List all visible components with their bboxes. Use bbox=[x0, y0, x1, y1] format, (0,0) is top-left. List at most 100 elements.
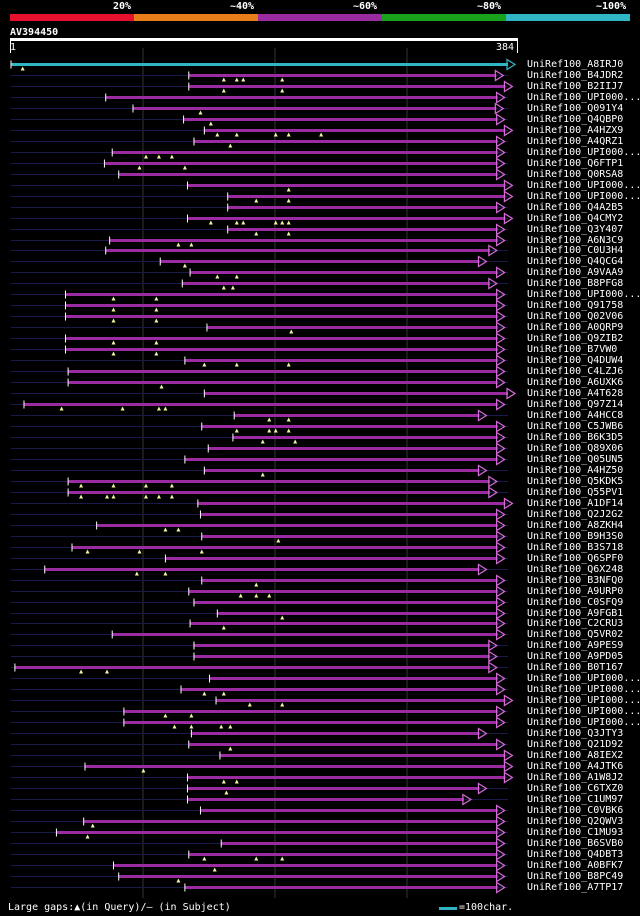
hit-link[interactable]: UniRef100_Q02V06 bbox=[527, 310, 624, 322]
hit-link[interactable]: UniRef100_Q6SPF0 bbox=[527, 552, 624, 564]
hit-link[interactable]: UniRef100_B3S718 bbox=[527, 541, 624, 553]
hit-link[interactable]: UniRef100_B7VW0 bbox=[527, 343, 618, 355]
hit-link[interactable]: UniRef100_A4QRZ1 bbox=[527, 135, 624, 147]
hit-link[interactable]: UniRef100_A4JTK6 bbox=[527, 760, 624, 772]
hit-link[interactable]: UniRef100_B8PC49 bbox=[527, 870, 624, 882]
hit-link[interactable]: UniRef100_UPI000... bbox=[527, 705, 640, 717]
hit-link[interactable]: UniRef100_UPI000... bbox=[527, 190, 640, 202]
hit-link[interactable]: UniRef100_A8ZKH4 bbox=[527, 519, 624, 531]
hit-link[interactable]: UniRef100_UPI000... bbox=[527, 716, 640, 728]
hit-link[interactable]: UniRef100_Q3JTY3 bbox=[527, 727, 624, 739]
query-gap-triangle bbox=[141, 768, 146, 773]
hit-link[interactable]: UniRef100_A4HCC8 bbox=[527, 409, 624, 421]
hit-link[interactable]: UniRef100_C1UM97 bbox=[527, 793, 624, 805]
hit-link[interactable]: UniRef100_A4HZ50 bbox=[527, 464, 624, 476]
hit-link[interactable]: UniRef100_Q9ZIB2 bbox=[527, 332, 624, 344]
hit-link[interactable]: UniRef100_B4JDR2 bbox=[527, 69, 624, 81]
hit-end-arrow bbox=[503, 212, 514, 225]
hit-link[interactable]: UniRef100_B3NFQ0 bbox=[527, 574, 624, 586]
hit-link[interactable]: UniRef100_Q6X248 bbox=[527, 563, 624, 575]
hit-link[interactable]: UniRef100_C6TXZ0 bbox=[527, 782, 624, 794]
hit-link[interactable]: UniRef100_Q05UN5 bbox=[527, 453, 624, 465]
hit-link[interactable]: UniRef100_Q4QCG4 bbox=[527, 255, 624, 267]
hit-link[interactable]: UniRef100_Q4QBP0 bbox=[527, 113, 624, 125]
hit-link[interactable]: UniRef100_A8IEX2 bbox=[527, 749, 624, 761]
hit-link[interactable]: UniRef100_A9VAA9 bbox=[527, 266, 624, 278]
hit-link[interactable]: UniRef100_Q21D92 bbox=[527, 738, 624, 750]
hit-link[interactable]: UniRef100_Q4DBT3 bbox=[527, 848, 624, 860]
query-gap-triangle bbox=[228, 724, 233, 729]
hit-link[interactable]: UniRef100_Q5KDK5 bbox=[527, 475, 624, 487]
hit-link[interactable]: UniRef100_A0QRP9 bbox=[527, 321, 624, 333]
hit-link[interactable]: UniRef100_UPI000... bbox=[527, 694, 640, 706]
hit-link[interactable]: UniRef100_A6N3C9 bbox=[527, 234, 624, 246]
hit-link[interactable]: UniRef100_B6K3D5 bbox=[527, 431, 624, 443]
hit-link[interactable]: UniRef100_A1DF14 bbox=[527, 497, 624, 509]
hit-link[interactable]: UniRef100_C0VBK6 bbox=[527, 804, 624, 816]
query-gap-triangle bbox=[189, 724, 194, 729]
hit-link[interactable]: UniRef100_C1MU93 bbox=[527, 826, 624, 838]
hit-link[interactable]: UniRef100_A9URP0 bbox=[527, 585, 624, 597]
hit-end-arrow bbox=[496, 365, 506, 378]
hit-link[interactable]: UniRef100_B2IIJ7 bbox=[527, 80, 624, 92]
scale-label-40: ~40% bbox=[230, 1, 255, 12]
hit-link[interactable]: UniRef100_Q4A2B5 bbox=[527, 201, 624, 213]
hit-link[interactable]: UniRef100_UPI000... bbox=[527, 683, 640, 695]
color-segment-80 bbox=[382, 14, 506, 21]
hit-link[interactable]: UniRef100_UPI000... bbox=[527, 179, 640, 191]
hit-link[interactable]: UniRef100_B0T167 bbox=[527, 661, 624, 673]
hit-link[interactable]: UniRef100_C2CRU3 bbox=[527, 617, 624, 629]
hit-end-arrow bbox=[496, 585, 506, 598]
hit-link[interactable]: UniRef100_Q55PV1 bbox=[527, 486, 624, 498]
query-gap-triangle bbox=[182, 165, 187, 170]
hit-link[interactable]: UniRef100_A8IRJ0 bbox=[527, 58, 624, 70]
query-gap-triangle bbox=[247, 702, 252, 707]
hit-link[interactable]: UniRef100_Q3Y407 bbox=[527, 223, 624, 235]
hit-link[interactable]: UniRef100_Q2J2G2 bbox=[527, 508, 624, 520]
hit-end-arrow bbox=[496, 431, 506, 444]
hit-link[interactable]: UniRef100_A6UXK6 bbox=[527, 376, 624, 388]
hit-link[interactable]: UniRef100_Q4CMY2 bbox=[527, 212, 624, 224]
hit-link[interactable]: UniRef100_A0BFK7 bbox=[527, 859, 624, 871]
query-gap-triangle bbox=[163, 527, 168, 532]
query-gap-triangle bbox=[143, 494, 148, 499]
query-gap-triangle bbox=[169, 483, 174, 488]
hit-end-arrow bbox=[496, 442, 506, 455]
hit-link[interactable]: UniRef100_Q89X06 bbox=[527, 442, 624, 454]
query-gap-triangle bbox=[176, 878, 181, 883]
hit-link[interactable]: UniRef100_Q4DUW4 bbox=[527, 354, 624, 366]
hit-end-arrow bbox=[462, 793, 473, 806]
hit-link[interactable]: UniRef100_Q97Z14 bbox=[527, 398, 624, 410]
hit-link[interactable]: UniRef100_UPI000... bbox=[527, 91, 640, 103]
hit-link[interactable]: UniRef100_C0SFQ9 bbox=[527, 596, 624, 608]
hit-link[interactable]: UniRef100_A4HZX9 bbox=[527, 124, 624, 136]
hit-end-arrow bbox=[496, 837, 506, 850]
hit-link[interactable]: UniRef100_A9FGB1 bbox=[527, 607, 624, 619]
hit-link[interactable]: UniRef100_C5JWB6 bbox=[527, 420, 624, 432]
hit-link[interactable]: UniRef100_C4LZJ6 bbox=[527, 365, 624, 377]
hit-link[interactable]: UniRef100_A1W8J2 bbox=[527, 771, 624, 783]
hit-link[interactable]: UniRef100_A4T628 bbox=[527, 387, 624, 399]
hit-link[interactable]: UniRef100_Q6FTP1 bbox=[527, 157, 624, 169]
hit-link[interactable]: UniRef100_B6SVB0 bbox=[527, 837, 624, 849]
hit-link[interactable]: UniRef100_A9PES9 bbox=[527, 639, 624, 651]
hit-end-arrow bbox=[496, 683, 506, 696]
query-gap-triangle bbox=[172, 724, 177, 729]
hit-link[interactable]: UniRef100_UPI000... bbox=[527, 288, 640, 300]
hit-link[interactable]: UniRef100_UPI000... bbox=[527, 146, 640, 158]
hit-link[interactable]: UniRef100_Q091Y4 bbox=[527, 102, 624, 114]
hit-link[interactable]: UniRef100_Q2QWV3 bbox=[527, 815, 624, 827]
hit-end-arrow bbox=[488, 650, 498, 663]
hit-end-arrow bbox=[496, 826, 506, 839]
query-gap-triangle bbox=[120, 406, 125, 411]
hit-link[interactable]: UniRef100_UPI000... bbox=[527, 672, 640, 684]
hit-link[interactable]: UniRef100_C0U3H4 bbox=[527, 244, 624, 256]
hit-link[interactable]: UniRef100_B8PFG8 bbox=[527, 277, 624, 289]
hit-link[interactable]: UniRef100_A9PD05 bbox=[527, 650, 624, 662]
hit-link[interactable]: UniRef100_Q5VR02 bbox=[527, 628, 624, 640]
hit-end-arrow bbox=[496, 321, 506, 334]
hit-link[interactable]: UniRef100_B9H3S0 bbox=[527, 530, 624, 542]
hit-link[interactable]: UniRef100_Q0RSA8 bbox=[527, 168, 624, 180]
hit-link[interactable]: UniRef100_Q91758 bbox=[527, 299, 624, 311]
hit-link[interactable]: UniRef100_A7TP17 bbox=[527, 881, 624, 893]
